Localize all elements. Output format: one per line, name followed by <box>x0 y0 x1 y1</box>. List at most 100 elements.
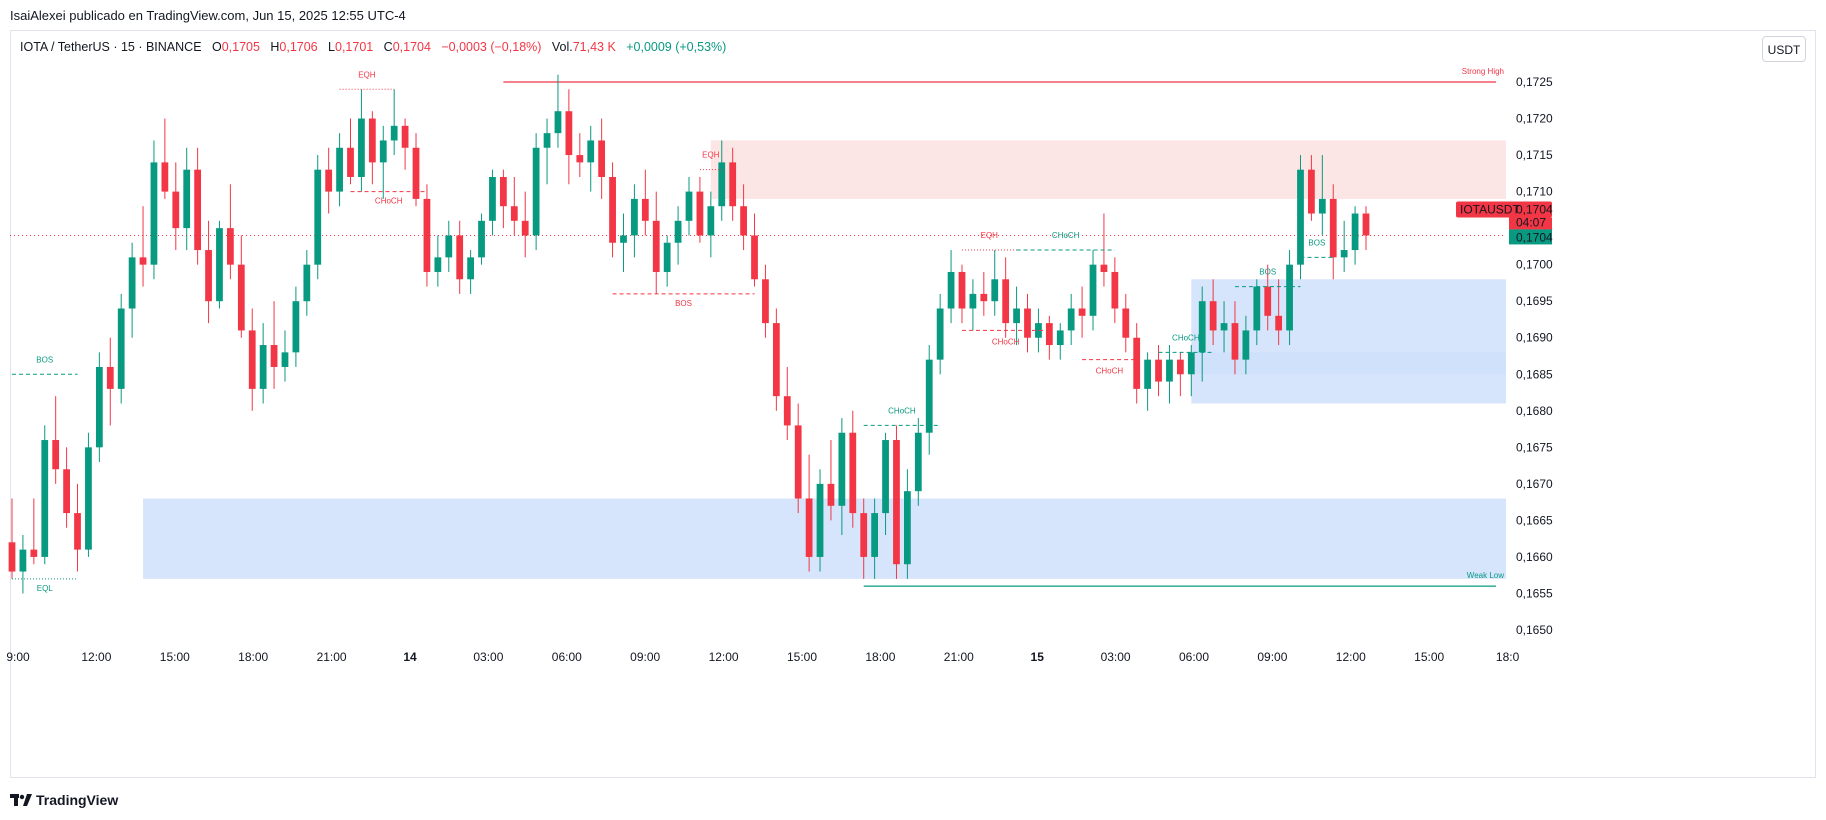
time-tick-label: 12:00 <box>1336 650 1366 664</box>
chart-frame <box>10 30 1816 778</box>
structure-label: CHoCH <box>888 406 916 415</box>
candle-body <box>1067 308 1075 331</box>
symbol-legend: IOTA / TetherUS · 15 · BINANCE O0,1705 H… <box>20 40 726 54</box>
candle-body <box>172 191 180 229</box>
candle-body <box>849 432 857 514</box>
candle-body <box>423 198 431 272</box>
candle-body <box>248 330 256 389</box>
candle-body <box>783 396 791 426</box>
structure-label: BOS <box>1308 238 1325 247</box>
time-tick-label: 09:00 <box>1257 650 1287 664</box>
countdown-tag <box>1509 217 1552 230</box>
candle-body <box>980 293 988 302</box>
structure-label: BOS <box>1259 268 1276 277</box>
symbol-tag-label: IOTAUSDT <box>1460 202 1520 216</box>
candle-body <box>412 147 420 199</box>
candle-body <box>685 191 693 221</box>
supply-zone <box>710 140 1506 199</box>
volume-value: 71,43 K <box>572 40 616 54</box>
time-tick-label: 18:00 <box>865 650 895 664</box>
candle-body <box>150 162 158 265</box>
candle-body <box>74 513 81 550</box>
candle-body <box>521 220 529 236</box>
candle-body <box>1013 308 1020 324</box>
candle-body <box>707 206 715 236</box>
time-tick-label: 09:00 <box>630 650 660 664</box>
candle-body <box>336 147 343 192</box>
publication-caption: IsaiAlexei publicado en TradingView.com,… <box>10 8 406 23</box>
candle-body <box>565 111 573 156</box>
structure-label: EQH <box>358 70 376 79</box>
high-label: H <box>270 40 280 54</box>
high-value: 0,1706 <box>279 40 318 54</box>
candle-body <box>674 220 682 243</box>
time-tick-label: 12:00 <box>709 650 739 664</box>
demand-zone <box>143 498 1507 579</box>
symbol-name[interactable]: IOTA / TetherUS · 15 · BINANCE <box>20 40 202 54</box>
price-tick-label: 0,1660 <box>1516 550 1553 564</box>
structure-label: CHoCH <box>1172 333 1200 342</box>
structure-label: CHoCH <box>375 197 403 206</box>
structure-label: BOS <box>675 299 692 308</box>
price-axis: 0,17250,17200,17150,17100,17050,17000,16… <box>1516 75 1553 637</box>
candle-body <box>543 133 551 148</box>
candle-body <box>1176 359 1184 375</box>
symbol-tag-price: 0,1704 <box>1516 202 1553 216</box>
price-tick-label: 0,1700 <box>1516 258 1553 272</box>
candle-body <box>117 308 125 389</box>
candle-body <box>85 447 92 550</box>
time-tick-label: 06:00 <box>552 650 582 664</box>
candle-body <box>52 440 60 470</box>
candle-body <box>303 264 311 302</box>
candle-body <box>532 147 540 236</box>
close-label: C <box>383 40 393 54</box>
candle-body <box>772 323 780 397</box>
candle-body <box>1308 169 1315 214</box>
candle-body <box>1340 250 1348 258</box>
candle-body <box>1220 323 1228 331</box>
candle-body <box>281 352 289 367</box>
price-tick-label: 0,1685 <box>1516 367 1553 381</box>
candle-body <box>227 228 234 265</box>
candle-body <box>1111 271 1119 309</box>
time-tick-label: 15:00 <box>160 650 190 664</box>
candle-body <box>1002 279 1010 324</box>
footer-brand: TradingView <box>36 792 119 808</box>
candle-body <box>947 271 955 309</box>
structure-label: CHoCH <box>1096 367 1124 376</box>
candle-body <box>914 432 922 492</box>
low-label: L <box>328 40 335 54</box>
time-tick-label: 03:00 <box>473 650 503 664</box>
candle-body <box>554 111 562 134</box>
candle-body <box>467 257 474 280</box>
candle-body <box>718 162 726 207</box>
candle-body <box>904 491 911 565</box>
candle-body <box>1286 264 1293 331</box>
candle-body <box>259 345 267 389</box>
candle-body <box>1318 198 1326 214</box>
candle-body <box>1155 359 1162 382</box>
candle-body <box>347 147 354 177</box>
last-price-tag <box>1509 229 1552 245</box>
candle-body <box>41 440 49 557</box>
candle-body <box>1242 330 1250 360</box>
candle-body <box>106 366 114 389</box>
candle-body <box>762 279 769 324</box>
markers-layer: BOS EQL EQH CHoCH EQH BOS CHoCH EQH CHoCH CHoCH CH… <box>12 70 1334 593</box>
candle-body <box>794 425 802 499</box>
candle-body <box>1056 330 1064 346</box>
candle-body <box>1166 359 1173 382</box>
structure-label: CHoCH <box>992 337 1020 346</box>
tradingview-footer[interactable]: TradingView <box>10 792 118 808</box>
level-label: Strong High <box>1462 67 1504 76</box>
candle-body <box>936 308 944 360</box>
candle-body <box>19 549 27 572</box>
structure-label: CHoCH <box>1052 231 1080 240</box>
time-tick-label: 14 <box>403 650 417 664</box>
structure-label: BOS <box>36 355 53 364</box>
currency-unit-button[interactable]: USDT <box>1762 36 1806 62</box>
price-tick-label: 0,1690 <box>1516 331 1553 345</box>
structure-label: EQH <box>702 151 720 160</box>
candle-body <box>499 176 507 207</box>
